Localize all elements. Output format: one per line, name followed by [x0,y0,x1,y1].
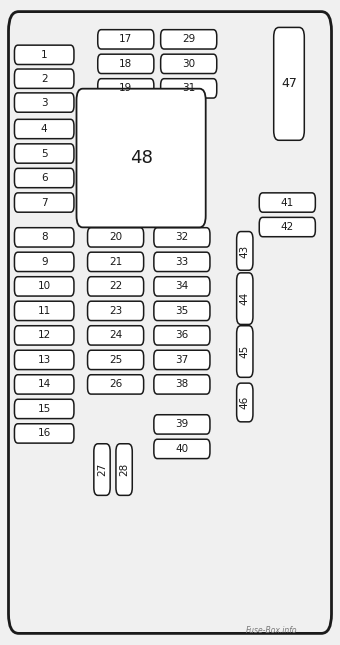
FancyBboxPatch shape [8,12,332,633]
FancyBboxPatch shape [154,326,210,345]
FancyBboxPatch shape [274,28,304,141]
Text: Fuse-Box.info: Fuse-Box.info [246,626,298,635]
Text: 7: 7 [41,197,48,208]
FancyBboxPatch shape [237,383,253,422]
FancyBboxPatch shape [237,273,253,324]
Text: 19: 19 [119,83,132,94]
Text: 42: 42 [281,222,294,232]
FancyBboxPatch shape [154,228,210,247]
Text: 34: 34 [175,281,188,292]
FancyBboxPatch shape [161,30,217,49]
FancyBboxPatch shape [15,252,74,272]
Text: 45: 45 [240,345,250,358]
FancyBboxPatch shape [15,277,74,296]
FancyBboxPatch shape [154,350,210,370]
Text: 8: 8 [41,232,48,243]
FancyBboxPatch shape [154,415,210,434]
FancyBboxPatch shape [88,228,143,247]
Text: 4: 4 [41,124,48,134]
Text: 17: 17 [119,34,132,45]
FancyBboxPatch shape [237,232,253,270]
FancyBboxPatch shape [15,424,74,443]
Text: 11: 11 [38,306,51,316]
Text: 6: 6 [41,173,48,183]
FancyBboxPatch shape [116,444,132,495]
FancyBboxPatch shape [161,79,217,98]
FancyBboxPatch shape [88,301,143,321]
Text: 26: 26 [109,379,122,390]
Text: 23: 23 [109,306,122,316]
FancyBboxPatch shape [154,375,210,394]
FancyBboxPatch shape [15,168,74,188]
Text: 3: 3 [41,97,48,108]
FancyBboxPatch shape [88,350,143,370]
Text: 41: 41 [281,197,294,208]
Text: 9: 9 [41,257,48,267]
Text: 1: 1 [41,50,48,60]
FancyBboxPatch shape [88,326,143,345]
FancyBboxPatch shape [161,54,217,74]
Text: 25: 25 [109,355,122,365]
Text: 33: 33 [175,257,188,267]
Text: 37: 37 [175,355,188,365]
Text: 46: 46 [240,396,250,409]
Text: 20: 20 [109,232,122,243]
Text: 39: 39 [175,419,188,430]
Text: 18: 18 [119,59,132,69]
FancyBboxPatch shape [88,375,143,394]
FancyBboxPatch shape [15,228,74,247]
Text: 43: 43 [240,244,250,257]
Text: 29: 29 [182,34,195,45]
Text: 5: 5 [41,148,48,159]
FancyBboxPatch shape [98,54,154,74]
FancyBboxPatch shape [15,326,74,345]
FancyBboxPatch shape [98,30,154,49]
Text: 10: 10 [38,281,51,292]
Text: 31: 31 [182,83,195,94]
FancyBboxPatch shape [15,119,74,139]
Text: 12: 12 [38,330,51,341]
Text: 47: 47 [281,77,297,90]
Text: 44: 44 [240,292,250,305]
Text: 48: 48 [130,149,153,167]
FancyBboxPatch shape [237,326,253,377]
Text: 36: 36 [175,330,188,341]
Text: 40: 40 [175,444,188,454]
FancyBboxPatch shape [15,375,74,394]
FancyBboxPatch shape [15,45,74,64]
FancyBboxPatch shape [15,399,74,419]
FancyBboxPatch shape [259,193,316,212]
FancyBboxPatch shape [15,301,74,321]
Text: 38: 38 [175,379,188,390]
Text: 22: 22 [109,281,122,292]
Text: 13: 13 [38,355,51,365]
FancyBboxPatch shape [88,277,143,296]
Text: 21: 21 [109,257,122,267]
Text: 24: 24 [109,330,122,341]
FancyBboxPatch shape [154,252,210,272]
Text: 2: 2 [41,74,48,84]
FancyBboxPatch shape [94,444,110,495]
FancyBboxPatch shape [15,144,74,163]
FancyBboxPatch shape [154,439,210,459]
FancyBboxPatch shape [76,89,206,228]
Text: 30: 30 [182,59,195,69]
Text: 15: 15 [38,404,51,414]
FancyBboxPatch shape [15,350,74,370]
FancyBboxPatch shape [15,69,74,88]
Text: 16: 16 [38,428,51,439]
FancyBboxPatch shape [154,277,210,296]
Text: 28: 28 [119,463,129,476]
Text: 27: 27 [97,463,107,476]
FancyBboxPatch shape [259,217,316,237]
FancyBboxPatch shape [88,252,143,272]
FancyBboxPatch shape [15,193,74,212]
FancyBboxPatch shape [15,93,74,112]
Text: 32: 32 [175,232,188,243]
FancyBboxPatch shape [98,79,154,98]
FancyBboxPatch shape [154,301,210,321]
Text: 14: 14 [38,379,51,390]
Text: 35: 35 [175,306,188,316]
